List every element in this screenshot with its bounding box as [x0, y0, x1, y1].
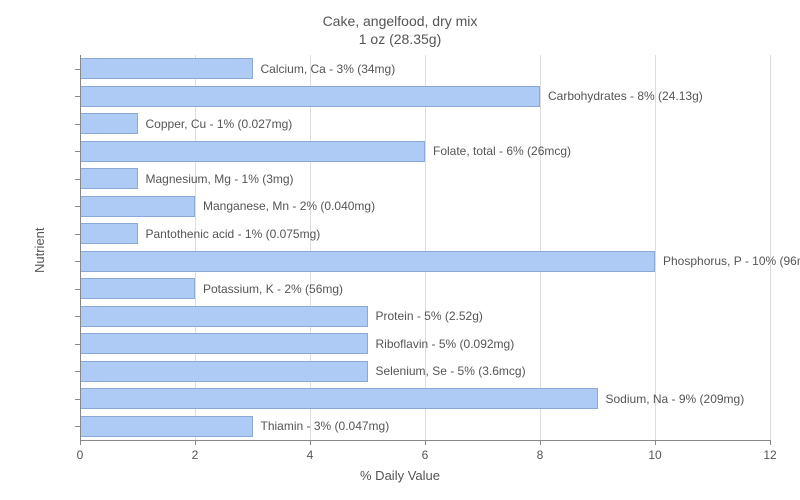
x-tick: [655, 440, 656, 445]
nutrient-bar: [80, 388, 598, 409]
x-tick-label: 0: [77, 448, 84, 462]
nutrient-bar: [80, 86, 540, 107]
x-tick: [425, 440, 426, 445]
nutrient-bar-label: Carbohydrates - 8% (24.13g): [548, 89, 703, 103]
nutrient-bar: [80, 223, 138, 244]
y-tick: [75, 124, 80, 125]
x-tick: [540, 440, 541, 445]
y-tick: [75, 151, 80, 152]
nutrient-bar: [80, 306, 368, 327]
y-tick: [75, 261, 80, 262]
chart-title: Cake, angelfood, dry mix 1 oz (28.35g): [0, 12, 800, 48]
grid-line: [195, 55, 196, 440]
y-axis-label: Nutrient: [32, 227, 47, 273]
x-tick: [310, 440, 311, 445]
nutrient-bar-label: Riboflavin - 5% (0.092mg): [376, 337, 515, 351]
y-tick: [75, 399, 80, 400]
nutrient-bar: [80, 278, 195, 299]
chart-title-line2: 1 oz (28.35g): [0, 30, 800, 48]
x-tick-label: 6: [422, 448, 429, 462]
y-tick: [75, 69, 80, 70]
nutrient-bar-label: Phosphorus, P - 10% (96mg): [663, 254, 800, 268]
nutrient-bar: [80, 141, 425, 162]
nutrient-bar-label: Protein - 5% (2.52g): [376, 309, 483, 323]
nutrient-bar-label: Manganese, Mn - 2% (0.040mg): [203, 199, 375, 213]
grid-line: [310, 55, 311, 440]
nutrient-bar: [80, 251, 655, 272]
nutrient-bar-label: Magnesium, Mg - 1% (3mg): [146, 172, 294, 186]
nutrient-bar-label: Pantothenic acid - 1% (0.075mg): [146, 227, 321, 241]
grid-line: [540, 55, 541, 440]
nutrient-bar-label: Thiamin - 3% (0.047mg): [261, 419, 390, 433]
y-tick: [75, 179, 80, 180]
nutrient-bar-label: Sodium, Na - 9% (209mg): [606, 392, 745, 406]
nutrient-bar: [80, 196, 195, 217]
x-tick-label: 10: [648, 448, 661, 462]
y-tick: [75, 289, 80, 290]
x-tick-label: 12: [763, 448, 776, 462]
nutrient-bar-label: Folate, total - 6% (26mcg): [433, 144, 571, 158]
nutrient-bar: [80, 333, 368, 354]
x-tick-label: 2: [192, 448, 199, 462]
nutrient-bar-label: Potassium, K - 2% (56mg): [203, 282, 343, 296]
x-tick: [195, 440, 196, 445]
nutrient-bar: [80, 168, 138, 189]
nutrient-bar: [80, 361, 368, 382]
y-tick: [75, 344, 80, 345]
y-tick: [75, 371, 80, 372]
y-tick: [75, 316, 80, 317]
chart-title-line1: Cake, angelfood, dry mix: [0, 12, 800, 30]
x-tick-label: 4: [307, 448, 314, 462]
plot-area: Calcium, Ca - 3% (34mg) Carbohydrates - 8…: [80, 55, 770, 441]
y-tick: [75, 96, 80, 97]
nutrient-bar: [80, 416, 253, 437]
nutrient-chart: Cake, angelfood, dry mix 1 oz (28.35g) C…: [0, 0, 800, 500]
x-tick: [80, 440, 81, 445]
grid-line: [655, 55, 656, 440]
nutrient-bar-label: Calcium, Ca - 3% (34mg): [261, 62, 396, 76]
x-tick: [770, 440, 771, 445]
nutrient-bar: [80, 113, 138, 134]
x-tick-label: 8: [537, 448, 544, 462]
x-axis-label: % Daily Value: [0, 468, 800, 483]
y-tick: [75, 426, 80, 427]
y-axis-line: [80, 55, 81, 440]
y-tick: [75, 234, 80, 235]
nutrient-bar: [80, 58, 253, 79]
nutrient-bar-label: Copper, Cu - 1% (0.027mg): [146, 117, 293, 131]
grid-line: [425, 55, 426, 440]
nutrient-bar-label: Selenium, Se - 5% (3.6mcg): [376, 364, 526, 378]
y-tick: [75, 206, 80, 207]
grid-line: [770, 55, 771, 440]
